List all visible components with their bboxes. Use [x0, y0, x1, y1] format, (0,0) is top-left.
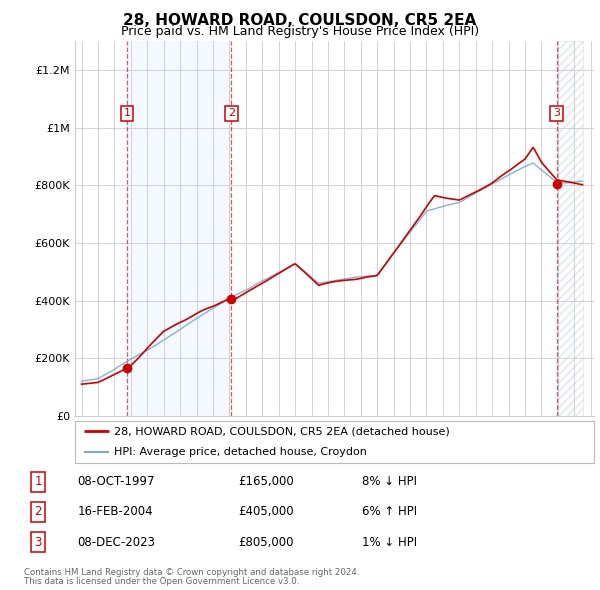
Text: 16-FEB-2004: 16-FEB-2004: [77, 505, 153, 519]
Text: £165,000: £165,000: [238, 475, 294, 488]
Text: 6% ↑ HPI: 6% ↑ HPI: [362, 505, 418, 519]
Text: 8% ↓ HPI: 8% ↓ HPI: [362, 475, 418, 488]
Text: £805,000: £805,000: [238, 536, 294, 549]
Text: 3: 3: [553, 109, 560, 119]
Text: Price paid vs. HM Land Registry's House Price Index (HPI): Price paid vs. HM Land Registry's House …: [121, 25, 479, 38]
Text: This data is licensed under the Open Government Licence v3.0.: This data is licensed under the Open Gov…: [24, 577, 299, 586]
Text: £405,000: £405,000: [238, 505, 294, 519]
Text: 28, HOWARD ROAD, COULSDON, CR5 2EA: 28, HOWARD ROAD, COULSDON, CR5 2EA: [124, 13, 476, 28]
Text: 2: 2: [228, 109, 235, 119]
Text: HPI: Average price, detached house, Croydon: HPI: Average price, detached house, Croy…: [114, 447, 367, 457]
Text: 08-DEC-2023: 08-DEC-2023: [77, 536, 155, 549]
Text: Contains HM Land Registry data © Crown copyright and database right 2024.: Contains HM Land Registry data © Crown c…: [24, 568, 359, 576]
Text: 1: 1: [34, 475, 42, 488]
Text: 1% ↓ HPI: 1% ↓ HPI: [362, 536, 418, 549]
Text: 08-OCT-1997: 08-OCT-1997: [77, 475, 155, 488]
Text: 3: 3: [34, 536, 42, 549]
Text: 2: 2: [34, 505, 42, 519]
Text: 1: 1: [124, 109, 131, 119]
Text: 28, HOWARD ROAD, COULSDON, CR5 2EA (detached house): 28, HOWARD ROAD, COULSDON, CR5 2EA (deta…: [114, 427, 449, 436]
